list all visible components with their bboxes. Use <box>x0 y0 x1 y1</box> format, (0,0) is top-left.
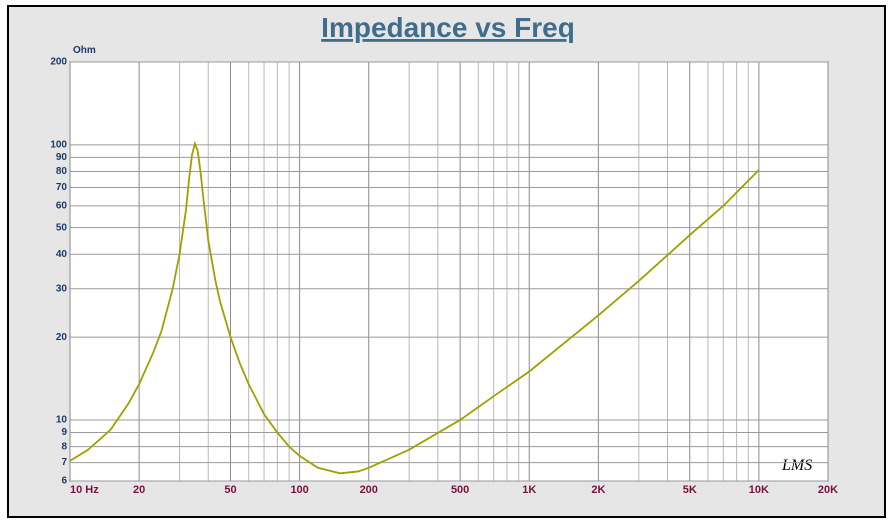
y-tick-label: 8 <box>61 441 67 452</box>
impedance-line <box>69 140 760 475</box>
x-tick-label: 10K <box>749 484 769 496</box>
y-tick-label: 200 <box>50 57 67 68</box>
x-tick-label: 50 <box>224 484 236 496</box>
y-tick-label: 90 <box>56 152 68 163</box>
x-tick-label: 2K <box>591 484 605 496</box>
y-tick-label: 6 <box>61 476 67 487</box>
x-tick-label: 20 <box>133 484 145 496</box>
y-tick-label: 80 <box>56 166 68 177</box>
x-tick-label: 100 <box>290 484 308 496</box>
y-tick-label: 7 <box>61 457 67 468</box>
x-tick-label: 20K <box>818 484 838 496</box>
y-tick-label: 20 <box>56 332 68 343</box>
x-tick-label: 200 <box>360 484 378 496</box>
y-tick-label: 60 <box>56 201 68 212</box>
x-tick-label: 1K <box>522 484 536 496</box>
watermark: LMS <box>781 457 812 474</box>
chart-title: Impedance vs Freq <box>321 12 575 43</box>
y-tick-label: 50 <box>56 222 68 233</box>
y-tick-label: 100 <box>50 139 67 150</box>
plot-area <box>69 61 829 482</box>
y-tick-label: 40 <box>56 249 68 260</box>
x-tick-label: 500 <box>451 484 469 496</box>
y-unit: Ohm <box>73 45 96 56</box>
x-tick-label: 10 Hz <box>70 484 99 496</box>
y-tick-label: 10 <box>56 415 68 426</box>
y-tick-label: 70 <box>56 182 68 193</box>
y-tick-label: 30 <box>56 283 68 294</box>
x-tick-label: 5K <box>683 484 697 496</box>
y-tick-label: 9 <box>61 427 67 438</box>
